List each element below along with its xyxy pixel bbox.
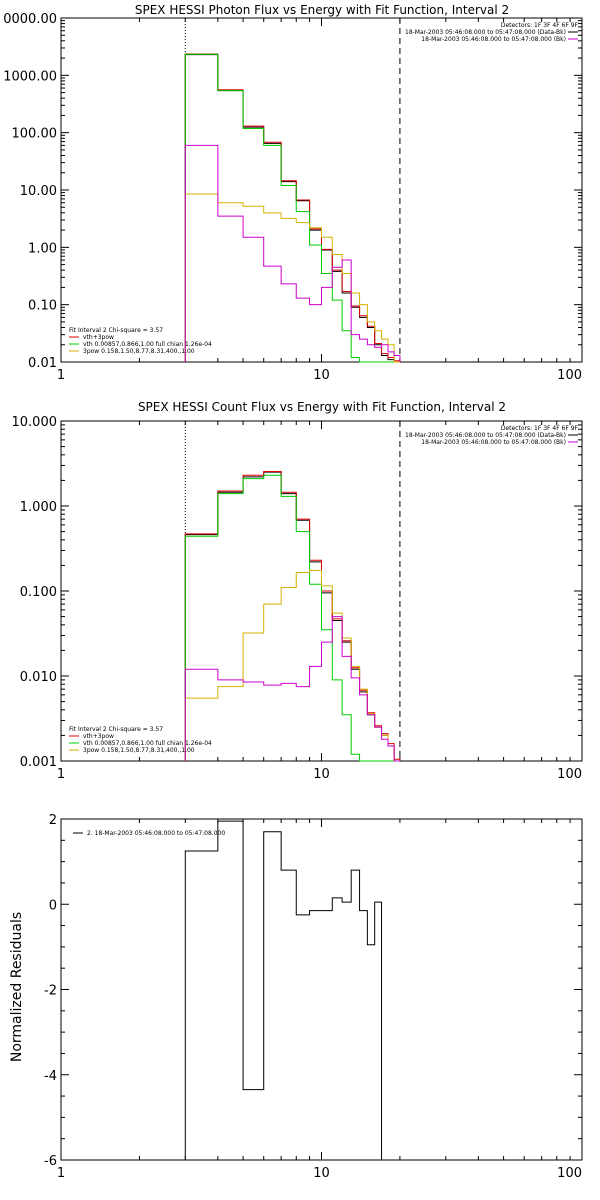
y-tick-label: 0000.00: [3, 12, 57, 27]
legend-entry: Detectors: 1F 3F 4F 6F 9F: [501, 425, 579, 432]
series-line-4: [184, 616, 400, 762]
y-tick-labels: 2 0 -2 -4 -6: [44, 813, 57, 1169]
y-axis-label: Normalized Residuals: [9, 912, 25, 1062]
y-tick-labels: 10.000 1.000 0.100 0.010 0.001: [12, 415, 58, 770]
plot-border: [60, 17, 583, 363]
legend-entry: 2. 18-Mar-2003 05:46:08.000 to 05:47:08.…: [87, 830, 225, 837]
y-tick-label: 100.00: [12, 127, 58, 142]
legend-fit: Fit Interval 2 Chi-square = 3.57vth+3pow…: [69, 327, 212, 355]
series-line-0: [184, 820, 383, 1160]
y-tick-label: 0.01: [28, 356, 57, 371]
y-tick-label: 2: [49, 813, 57, 828]
plot-border: [60, 818, 583, 1161]
y-tick-labels: 0000.00 1000.00 100.00 10.00 1.00 0.10 0.01: [3, 12, 57, 371]
y-tick-label: 0.10: [28, 299, 57, 314]
legend-entry: vth+3pow: [83, 733, 114, 740]
y-tick-label: 1.00: [28, 241, 57, 256]
y-tick-label: 1000.00: [3, 69, 57, 84]
residuals-chart: Normalized Residuals 2 0 -2 -4 -6 1 10 100 2. …: [9, 813, 583, 1181]
x-tick-label: 10: [313, 1166, 330, 1181]
y-tick-label: 0.100: [20, 585, 57, 600]
y-tick-label: -2: [44, 984, 57, 999]
legend-entry: 18-Mar-2003 05:46:08.000 to 05:47:08.000…: [405, 29, 566, 36]
x-tick-label: 1: [57, 1166, 65, 1181]
y-tick-label: 1.000: [20, 500, 57, 515]
x-tick-label: 100: [557, 1166, 582, 1181]
x-tick-label: 100: [557, 368, 582, 383]
legend-entry: Fit Interval 2 Chi-square = 3.57: [69, 726, 163, 733]
legend-entry: vth 0.00857,0.866,1.00 full chian 1.26e-…: [83, 740, 212, 747]
series-line-3: [184, 569, 400, 762]
x-tick-label: 1: [57, 368, 65, 383]
series-line-3: [184, 193, 400, 363]
series-line-1: [184, 53, 401, 362]
x-tick-labels: 1 10 100: [57, 368, 582, 383]
x-tick-label: 100: [557, 767, 582, 782]
legend-entry: vth 0.00857,0.866,1.00 full chian 1.26e-…: [83, 341, 212, 348]
chart-title: SPEX HESSI Photon Flux vs Energy with Fi…: [135, 3, 509, 17]
legend-entry: 3pow 0.158,1.50,8.77,8.31,400.,1.00: [83, 747, 195, 754]
y-tick-label: -6: [44, 1154, 57, 1169]
y-tick-label: -4: [44, 1069, 57, 1084]
y-tick-label: 0: [49, 898, 57, 913]
legend-fit: Fit Interval 2 Chi-square = 3.57vth+3pow…: [69, 726, 212, 754]
y-tick-label: 0.001: [20, 755, 57, 770]
series-line-4: [184, 144, 401, 362]
legend-entry: Fit Interval 2 Chi-square = 3.57: [69, 327, 163, 334]
legend-entry: Detectors: 1F 3F 4F 6F 9F: [501, 22, 579, 29]
legend-interval: 2. 18-Mar-2003 05:46:08.000 to 05:47:08.…: [73, 830, 225, 837]
legend-entry: 3pow 0.158,1.50,8.77,8.31,400.,1.00: [83, 348, 195, 355]
count-flux-chart: SPEX HESSI Count Flux vs Energy with Fit…: [12, 400, 583, 782]
x-tick-labels: 1 10 100: [57, 1166, 582, 1181]
plot-frame: [60, 420, 583, 762]
spectra-series: [184, 53, 401, 363]
residual-series: [184, 820, 383, 1160]
x-tick-label: 1: [57, 767, 65, 782]
photon-flux-chart: SPEX HESSI Photon Flux vs Energy with Fi…: [3, 3, 583, 383]
legend-entry: 18-Mar-2003 05:46:08.000 to 05:47:08.000…: [421, 36, 566, 43]
series-line-2: [184, 474, 400, 762]
plot-frame: [60, 17, 583, 363]
legend-entry: vth+3pow: [83, 334, 114, 341]
legend-entry: 18-Mar-2003 05:46:08.000 to 05:47:08.000…: [421, 439, 566, 446]
plot-frame: [60, 818, 583, 1161]
x-tick-labels: 1 10 100: [57, 767, 582, 782]
y-tick-label: 0.010: [20, 670, 57, 685]
range-markers: [184, 421, 401, 761]
y-tick-label: 10.00: [20, 184, 57, 199]
x-tick-label: 10: [313, 767, 330, 782]
series-line-2: [184, 53, 400, 363]
chart-title: SPEX HESSI Count Flux vs Energy with Fit…: [138, 400, 506, 414]
series-line-1: [184, 470, 401, 761]
x-tick-label: 10: [313, 368, 330, 383]
y-tick-label: 10.000: [12, 415, 58, 430]
spectra-series: [184, 470, 401, 762]
legend-entry: 18-Mar-2003 05:46:08.000 to 05:47:08.000…: [405, 432, 566, 439]
